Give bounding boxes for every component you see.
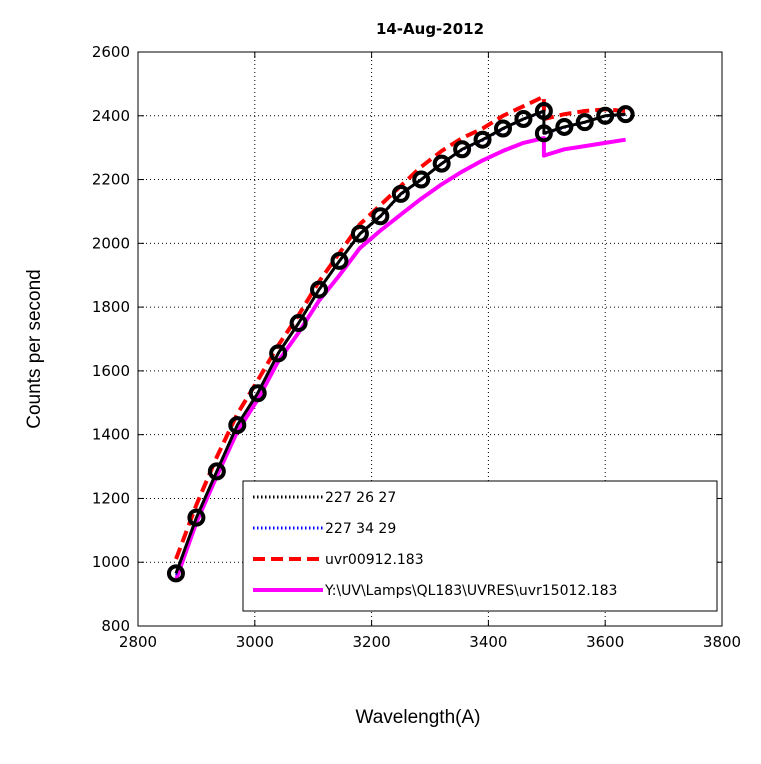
data-point-marker	[330, 251, 349, 270]
y-tick-label: 1000	[92, 553, 130, 571]
legend-label-1: 227 34 29	[325, 521, 396, 537]
x-tick-label: 3000	[236, 633, 274, 651]
data-point-marker	[166, 564, 185, 583]
data-point-marker	[371, 207, 390, 226]
y-tick-label: 1400	[92, 426, 130, 444]
chart-title: 14-Aug-2012	[376, 20, 484, 38]
plot-frame	[137, 51, 723, 627]
legend: 227 26 27 227 34 29 uvr00912.183 Y:\UV\Lamp…	[242, 480, 718, 612]
data-point-marker	[350, 224, 369, 243]
data-point-marker	[575, 113, 594, 132]
x-tick-label: 3800	[703, 633, 741, 651]
x-tick-label: 3200	[353, 633, 391, 651]
x-tick-label: 3600	[586, 633, 624, 651]
data-point-marker	[432, 154, 451, 173]
y-tick-label: 1800	[92, 298, 130, 316]
data-point-marker	[596, 106, 615, 125]
axis-ticks	[137, 51, 723, 627]
data-point-marker	[207, 462, 226, 481]
y-tick-label: 1600	[92, 362, 130, 380]
y-tick-label: 2200	[92, 171, 130, 189]
data-point-marker	[187, 508, 206, 527]
data-point-marker	[494, 119, 512, 138]
y-tick-label: 1200	[92, 489, 130, 507]
data-point-marker	[269, 344, 288, 363]
data-point-marker	[514, 109, 533, 128]
y-tick-label: 2400	[92, 107, 130, 125]
data-point-marker	[473, 130, 492, 149]
x-tick-label: 2800	[119, 633, 157, 651]
data-point-marker	[412, 170, 431, 189]
data-point-marker	[391, 184, 410, 203]
data-point-marker	[616, 105, 635, 124]
data-point-marker	[310, 280, 329, 299]
y-tick-label: 2000	[92, 234, 130, 252]
y-tick-label: 2600	[92, 43, 130, 61]
legend-label-0: 227 26 27	[325, 490, 396, 506]
legend-label-3: Y:\UV\Lamps\QL183\UVRES\uvr15012.183	[324, 583, 617, 599]
series-line-3	[174, 136, 626, 581]
legend-label-2: uvr00912.183	[325, 552, 424, 568]
y-tick-label: 800	[101, 617, 130, 635]
marker-layer	[166, 101, 635, 583]
data-point-marker	[228, 416, 247, 435]
data-point-marker	[248, 384, 267, 403]
data-point-marker	[555, 117, 574, 136]
tick-labels: 2800 3000 3200 3400 3600 3800 800 1000 1200 1400 1…	[92, 43, 741, 651]
data-point-marker	[534, 101, 553, 120]
x-tick-label: 3400	[469, 633, 507, 651]
y-axis-label: Counts per second	[24, 269, 45, 429]
data-point-marker	[453, 140, 472, 159]
x-axis-label: Wavelength(A)	[356, 707, 481, 728]
data-point-marker	[289, 314, 308, 333]
data-point-marker	[534, 124, 553, 143]
